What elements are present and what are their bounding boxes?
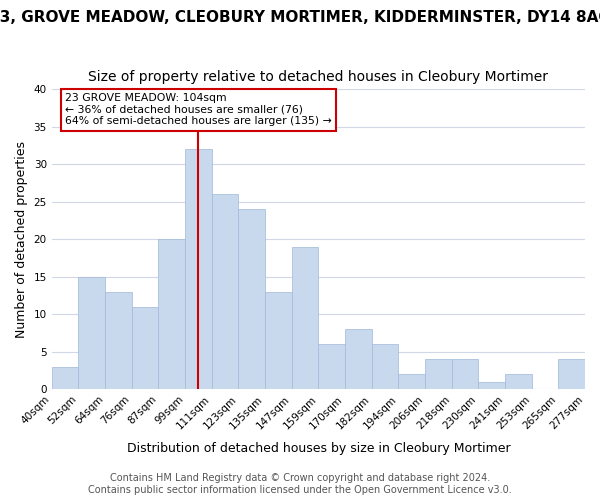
Text: Contains HM Land Registry data © Crown copyright and database right 2024.
Contai: Contains HM Land Registry data © Crown c… [88, 474, 512, 495]
Bar [292, 246, 319, 389]
Bar [345, 329, 371, 389]
Title: Size of property relative to detached houses in Cleobury Mortimer: Size of property relative to detached ho… [88, 70, 548, 84]
Text: 23, GROVE MEADOW, CLEOBURY MORTIMER, KIDDERMINSTER, DY14 8AG: 23, GROVE MEADOW, CLEOBURY MORTIMER, KID… [0, 10, 600, 25]
Bar [478, 382, 505, 389]
Bar [265, 292, 292, 389]
X-axis label: Distribution of detached houses by size in Cleobury Mortimer: Distribution of detached houses by size … [127, 442, 510, 455]
Bar [105, 292, 131, 389]
Bar [131, 306, 158, 389]
Bar [505, 374, 532, 389]
Bar [398, 374, 425, 389]
Bar [319, 344, 345, 389]
Text: 23 GROVE MEADOW: 104sqm
← 36% of detached houses are smaller (76)
64% of semi-de: 23 GROVE MEADOW: 104sqm ← 36% of detache… [65, 93, 332, 126]
Bar [212, 194, 238, 389]
Bar [559, 359, 585, 389]
Bar [371, 344, 398, 389]
Bar [238, 210, 265, 389]
Bar [158, 240, 185, 389]
Y-axis label: Number of detached properties: Number of detached properties [15, 141, 28, 338]
Bar [79, 276, 105, 389]
Bar [52, 366, 79, 389]
Bar [425, 359, 452, 389]
Bar [185, 150, 212, 389]
Bar [452, 359, 478, 389]
